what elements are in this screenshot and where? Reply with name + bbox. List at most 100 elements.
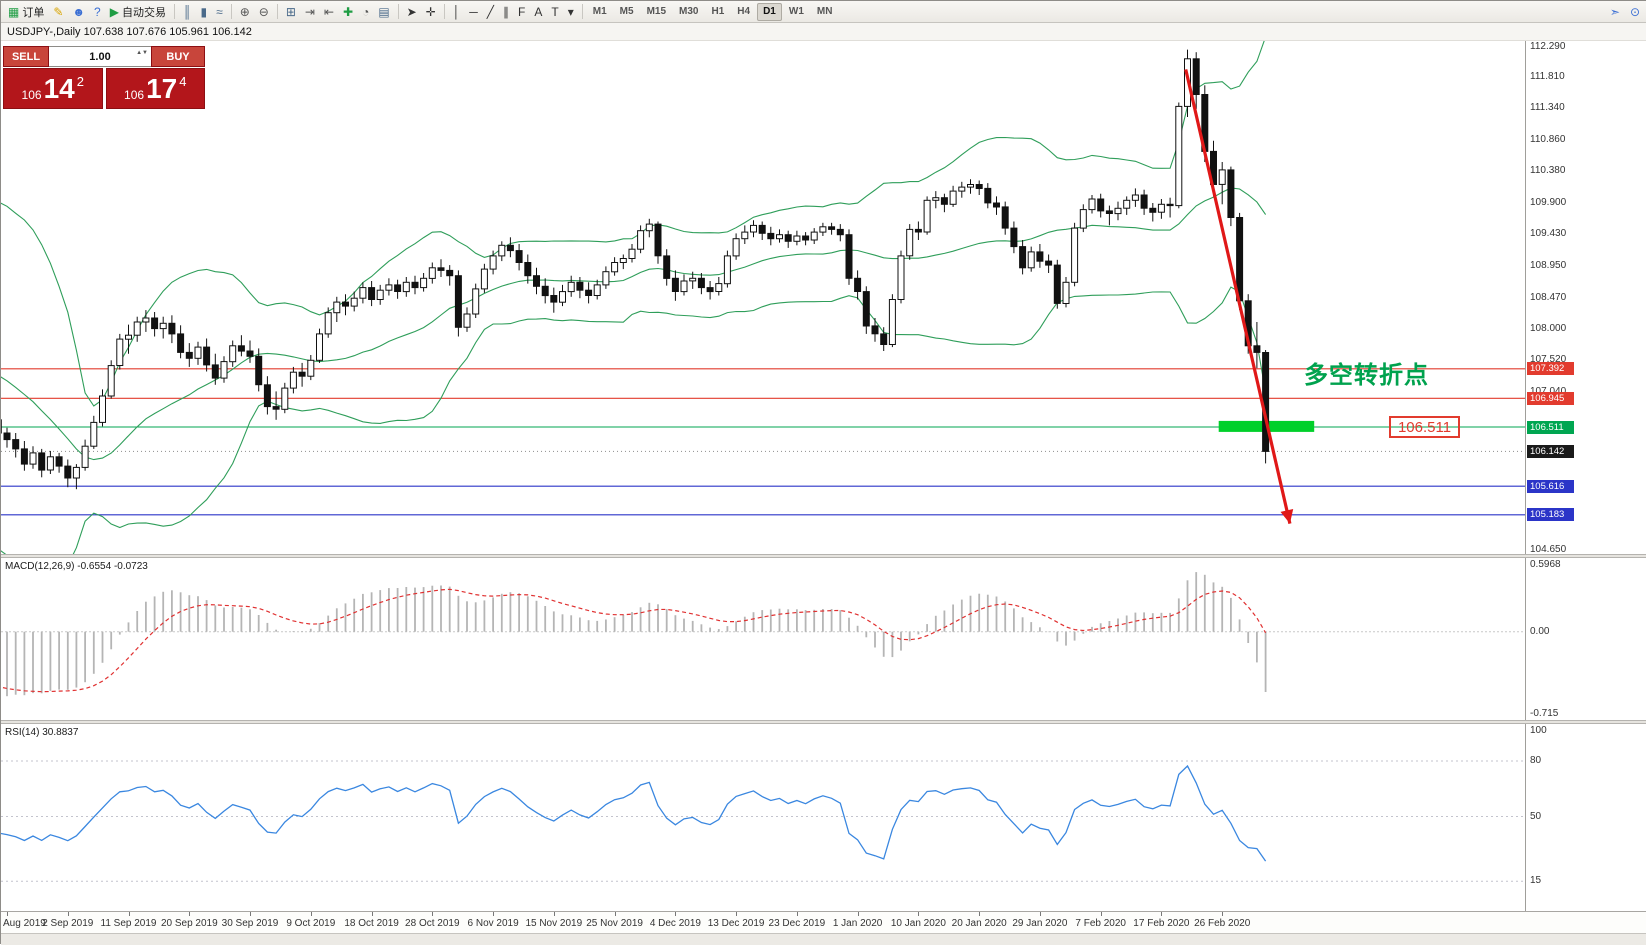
crosshair-button[interactable]: ✛ bbox=[422, 2, 440, 21]
zoom-in-button[interactable]: ⊕ bbox=[236, 2, 254, 21]
fibonacci-button[interactable]: F bbox=[514, 2, 529, 21]
price-axis[interactable] bbox=[1525, 41, 1646, 911]
sell-price-button[interactable]: 106 14 2 bbox=[3, 68, 103, 109]
candlestick-chart-button[interactable]: ▮ bbox=[196, 2, 211, 21]
timeframe-m5[interactable]: M5 bbox=[614, 3, 640, 21]
panel-separator[interactable] bbox=[1, 554, 1646, 558]
quick-nav-button[interactable]: ➣ bbox=[1606, 2, 1624, 21]
clock-icon: ◔ bbox=[362, 6, 369, 18]
date-label: 9 Oct 2019 bbox=[286, 918, 335, 929]
zoom-out-button[interactable]: ⊖ bbox=[255, 2, 273, 21]
timeframe-m15[interactable]: M15 bbox=[641, 3, 672, 21]
shapes-button[interactable]: ▾ bbox=[564, 2, 578, 21]
macd-panel-canvas[interactable] bbox=[1, 558, 1525, 720]
new-order-button-label: 订单 bbox=[22, 4, 44, 20]
date-tick bbox=[615, 912, 616, 916]
date-tick bbox=[189, 912, 190, 916]
date-tick bbox=[858, 912, 859, 916]
toolbar-separator bbox=[398, 4, 399, 19]
date-label: 1 Jan 2020 bbox=[833, 918, 883, 929]
chart-properties-button[interactable]: ▤ bbox=[374, 2, 393, 21]
horizontal-line-button[interactable]: ─ bbox=[465, 2, 482, 21]
timeframe-w1[interactable]: W1 bbox=[783, 3, 810, 21]
timeframe-mn[interactable]: MN bbox=[811, 3, 839, 21]
date-label: 30 Sep 2019 bbox=[222, 918, 279, 929]
rsi-panel-canvas[interactable] bbox=[1, 724, 1525, 909]
autotrading-button-label: 自动交易 bbox=[122, 4, 166, 20]
date-label: 17 Feb 2020 bbox=[1133, 918, 1189, 929]
toolbar-separator bbox=[231, 4, 232, 19]
zoom-in-icon: ⊕ bbox=[240, 6, 250, 18]
date-label: 2 Sep 2019 bbox=[42, 918, 93, 929]
toolbar-right-group: ➣⊙ bbox=[1606, 2, 1644, 21]
macd-indicator-label: MACD(12,26,9) -0.6554 -0.0723 bbox=[5, 561, 148, 572]
buy-price-button[interactable]: 106 17 4 bbox=[106, 68, 206, 109]
date-tick bbox=[979, 912, 980, 916]
line-chart-button[interactable]: ≈ bbox=[212, 2, 227, 21]
date-label: 26 Feb 2020 bbox=[1194, 918, 1250, 929]
text-button[interactable]: A bbox=[530, 2, 546, 21]
date-tick bbox=[493, 912, 494, 916]
help-button[interactable]: ? bbox=[90, 2, 105, 21]
date-tick bbox=[797, 912, 798, 916]
date-tick bbox=[1161, 912, 1162, 916]
main-chart-canvas[interactable] bbox=[1, 41, 1525, 554]
sell-button[interactable]: SELL bbox=[3, 46, 49, 67]
date-tick bbox=[918, 912, 919, 916]
chart-shift-button[interactable]: ⇤ bbox=[320, 2, 338, 21]
tile-windows-icon: ⊞ bbox=[286, 6, 296, 18]
toolbar-separator bbox=[582, 4, 583, 19]
price-level-callout: 106.511 bbox=[1389, 416, 1460, 438]
trendline-button[interactable]: ╱ bbox=[483, 2, 498, 21]
vertical-line-button[interactable]: │ bbox=[449, 2, 465, 21]
date-tick bbox=[311, 912, 312, 916]
panel-separator[interactable] bbox=[1, 720, 1646, 724]
buy-price-prefix: 106 bbox=[124, 88, 144, 102]
bar-chart-button[interactable]: ║ bbox=[179, 2, 196, 21]
label-button[interactable]: T bbox=[547, 2, 562, 21]
zoom-out-icon: ⊖ bbox=[259, 6, 269, 18]
date-tick bbox=[68, 912, 69, 916]
channel-icon: ∥ bbox=[503, 6, 509, 18]
horizontal-line-icon: ─ bbox=[469, 6, 478, 18]
toolbar-separator bbox=[277, 4, 278, 19]
timeframe-d1[interactable]: D1 bbox=[757, 3, 782, 21]
auto-scroll-button[interactable]: ⇥ bbox=[301, 2, 319, 21]
channel-button[interactable]: ∥ bbox=[499, 2, 513, 21]
buy-button[interactable]: BUY bbox=[151, 46, 205, 67]
autotrading-button[interactable]: ▶自动交易 bbox=[106, 2, 170, 21]
toolbar-separator bbox=[174, 4, 175, 19]
new-chart-button[interactable]: ✚ bbox=[339, 2, 357, 21]
timeframe-h4[interactable]: H4 bbox=[731, 3, 756, 21]
search-button[interactable]: ⊙ bbox=[1626, 2, 1644, 21]
date-label: Aug 2019 bbox=[3, 918, 46, 929]
date-tick bbox=[1222, 912, 1223, 916]
sell-price-big: 14 bbox=[44, 75, 75, 103]
date-tick bbox=[129, 912, 130, 916]
profiles-button[interactable]: ◔ bbox=[358, 2, 373, 21]
autotrading-play-icon: ▶ bbox=[110, 6, 119, 18]
date-label: 20 Jan 2020 bbox=[952, 918, 1007, 929]
cursor-button[interactable]: ➤ bbox=[403, 2, 421, 21]
new-order-button[interactable]: ▦订单 bbox=[4, 2, 48, 21]
candlestick-chart-icon: ▮ bbox=[200, 6, 207, 18]
buy-price-sup: 4 bbox=[179, 74, 186, 89]
date-label: 6 Nov 2019 bbox=[468, 918, 519, 929]
timeframe-m30[interactable]: M30 bbox=[673, 3, 704, 21]
date-label: 4 Dec 2019 bbox=[650, 918, 701, 929]
mql-editor-button[interactable]: ✎ bbox=[49, 2, 67, 21]
volume-spinner-icon[interactable]: ▲▼ bbox=[136, 49, 148, 57]
date-label: 10 Jan 2020 bbox=[891, 918, 946, 929]
bar-chart-icon: ║ bbox=[183, 6, 192, 18]
rsi-indicator-label: RSI(14) 30.8837 bbox=[5, 727, 78, 738]
chart-title: USDJPY-,Daily 107.638 107.676 105.961 10… bbox=[7, 26, 252, 38]
tile-windows-button[interactable]: ⊞ bbox=[282, 2, 300, 21]
date-tick bbox=[1101, 912, 1102, 916]
timeframe-m1[interactable]: M1 bbox=[587, 3, 613, 21]
date-tick bbox=[432, 912, 433, 916]
volume-input[interactable]: 1.00 ▲▼ bbox=[49, 46, 151, 67]
timeframe-h1[interactable]: H1 bbox=[705, 3, 730, 21]
community-button[interactable]: ☻ bbox=[68, 2, 89, 21]
